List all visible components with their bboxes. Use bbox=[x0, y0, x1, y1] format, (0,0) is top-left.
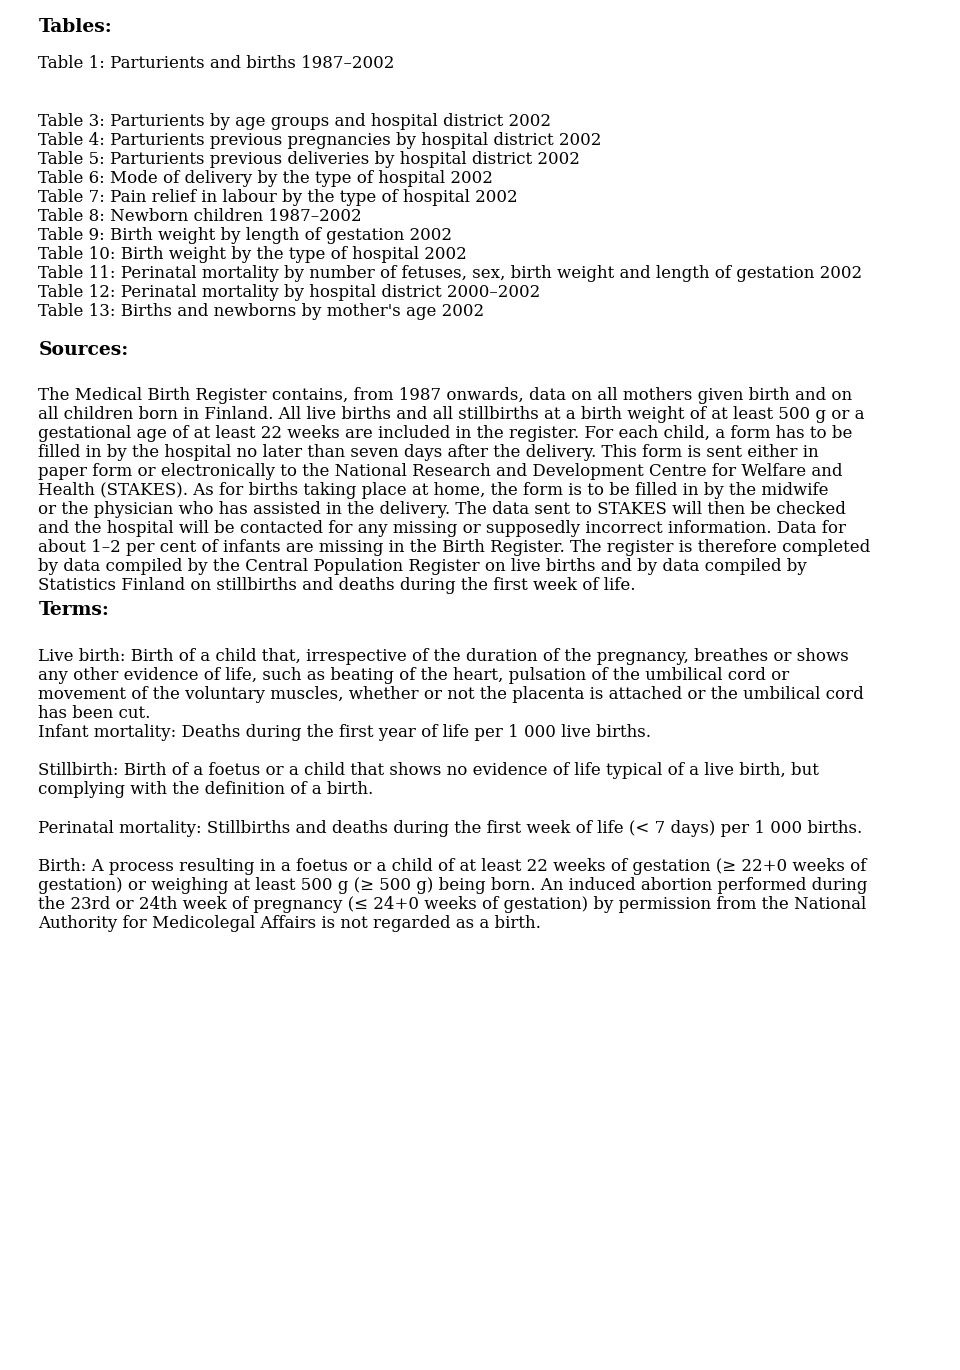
Text: gestational age of at least 22 weeks are included in the register. For each chil: gestational age of at least 22 weeks are… bbox=[38, 425, 852, 443]
Text: paper form or electronically to the National Research and Development Centre for: paper form or electronically to the Nati… bbox=[38, 463, 843, 480]
Text: by data compiled by the Central Population Register on live births and by data c: by data compiled by the Central Populati… bbox=[38, 558, 807, 575]
Text: Birth: A process resulting in a foetus or a child of at least 22 weeks of gestat: Birth: A process resulting in a foetus o… bbox=[38, 858, 867, 875]
Text: complying with the definition of a birth.: complying with the definition of a birth… bbox=[38, 781, 373, 797]
Text: Table 4: Parturients previous pregnancies by hospital district 2002: Table 4: Parturients previous pregnancie… bbox=[38, 132, 602, 149]
Text: Table 8: Newborn children 1987–2002: Table 8: Newborn children 1987–2002 bbox=[38, 208, 362, 225]
Text: Table 13: Births and newborns by mother's age 2002: Table 13: Births and newborns by mother'… bbox=[38, 303, 485, 321]
Text: Table 9: Birth weight by length of gestation 2002: Table 9: Birth weight by length of gesta… bbox=[38, 227, 452, 244]
Text: Table 7: Pain relief in labour by the type of hospital 2002: Table 7: Pain relief in labour by the ty… bbox=[38, 189, 518, 205]
Text: Infant mortality: Deaths during the first year of life per 1 000 live births.: Infant mortality: Deaths during the firs… bbox=[38, 723, 652, 741]
Text: has been cut.: has been cut. bbox=[38, 706, 151, 722]
Text: movement of the voluntary muscles, whether or not the placenta is attached or th: movement of the voluntary muscles, wheth… bbox=[38, 686, 864, 703]
Text: and the hospital will be contacted for any missing or supposedly incorrect infor: and the hospital will be contacted for a… bbox=[38, 521, 847, 537]
Text: Table 10: Birth weight by the type of hospital 2002: Table 10: Birth weight by the type of ho… bbox=[38, 247, 468, 263]
Text: Table 5: Parturients previous deliveries by hospital district 2002: Table 5: Parturients previous deliveries… bbox=[38, 151, 580, 169]
Text: gestation) or weighing at least 500 g (≥ 500 g) being born. An induced abortion : gestation) or weighing at least 500 g (≥… bbox=[38, 877, 868, 895]
Text: about 1–2 per cent of infants are missing in the Birth Register. The register is: about 1–2 per cent of infants are missin… bbox=[38, 538, 871, 556]
Text: or the physician who has assisted in the delivery. The data sent to STAKES will : or the physician who has assisted in the… bbox=[38, 501, 847, 518]
Text: Sources:: Sources: bbox=[38, 341, 129, 359]
Text: Health (STAKES). As for births taking place at home, the form is to be filled in: Health (STAKES). As for births taking pl… bbox=[38, 482, 828, 499]
Text: Authority for Medicolegal Affairs is not regarded as a birth.: Authority for Medicolegal Affairs is not… bbox=[38, 915, 541, 932]
Text: Statistics Finland on stillbirths and deaths during the first week of life.: Statistics Finland on stillbirths and de… bbox=[38, 577, 636, 595]
Text: The Medical Birth Register contains, from 1987 onwards, data on all mothers give: The Medical Birth Register contains, fro… bbox=[38, 386, 852, 404]
Text: Perinatal mortality: Stillbirths and deaths during the first week of life (< 7 d: Perinatal mortality: Stillbirths and dea… bbox=[38, 821, 863, 837]
Text: Table 11: Perinatal mortality by number of fetuses, sex, birth weight and length: Table 11: Perinatal mortality by number … bbox=[38, 264, 862, 282]
Text: all children born in Finland. All live births and all stillbirths at a birth wei: all children born in Finland. All live b… bbox=[38, 406, 865, 423]
Text: Live birth: Birth of a child that, irrespective of the duration of the pregnancy: Live birth: Birth of a child that, irres… bbox=[38, 648, 850, 664]
Text: Table 1: Parturients and births 1987–2002: Table 1: Parturients and births 1987–200… bbox=[38, 55, 395, 73]
Text: Table 3: Parturients by age groups and hospital district 2002: Table 3: Parturients by age groups and h… bbox=[38, 112, 551, 130]
Text: the 23rd or 24th week of pregnancy (≤ 24+0 weeks of gestation) by permission fro: the 23rd or 24th week of pregnancy (≤ 24… bbox=[38, 896, 867, 912]
Text: Stillbirth: Birth of a foetus or a child that shows no evidence of life typical : Stillbirth: Birth of a foetus or a child… bbox=[38, 762, 819, 780]
Text: Table 6: Mode of delivery by the type of hospital 2002: Table 6: Mode of delivery by the type of… bbox=[38, 170, 493, 186]
Text: any other evidence of life, such as beating of the heart, pulsation of the umbil: any other evidence of life, such as beat… bbox=[38, 667, 790, 684]
Text: Terms:: Terms: bbox=[38, 601, 109, 619]
Text: filled in by the hospital no later than seven days after the delivery. This form: filled in by the hospital no later than … bbox=[38, 444, 819, 460]
Text: Tables:: Tables: bbox=[38, 18, 112, 36]
Text: Table 12: Perinatal mortality by hospital district 2000–2002: Table 12: Perinatal mortality by hospita… bbox=[38, 284, 540, 301]
